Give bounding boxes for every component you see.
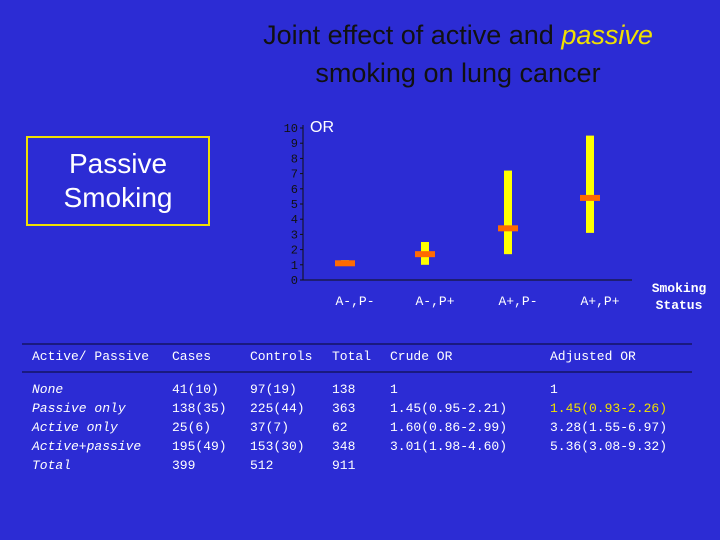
table-cell: 1 — [550, 382, 558, 397]
table-cell: 1.45(0.95-2.21) — [390, 401, 508, 416]
table-cell: None — [32, 382, 64, 397]
x-tick-label: A-,P+ — [415, 294, 454, 309]
side-label: Passive Smoking — [26, 136, 210, 226]
table-cell: Total — [332, 349, 372, 364]
table-cell: 225(44) — [250, 401, 305, 416]
x-tick-label: A-,P- — [335, 294, 374, 309]
y-tick-label: 7 — [291, 168, 298, 182]
table-cell: Passive only — [32, 401, 126, 416]
table-cell: 41(10) — [172, 382, 219, 397]
table-cell: 62 — [332, 420, 348, 435]
table-cell: 911 — [332, 458, 356, 473]
table-cell: 138(35) — [172, 401, 227, 416]
table-cell: Active+passive — [32, 439, 142, 454]
y-tick-label: 9 — [291, 137, 298, 151]
table-cell: Active/ Passive — [32, 349, 150, 364]
table-cell: 195(49) — [172, 439, 227, 454]
table-cell: 1.45(0.93-2.26) — [550, 401, 668, 416]
y-tick-label: 6 — [291, 183, 298, 197]
y-tick-label: 3 — [291, 228, 298, 242]
table-cell: 1.60(0.86-2.99) — [390, 420, 508, 435]
x-tick-label: A+,P- — [498, 294, 537, 309]
table-cell: 5.36(3.08-9.32) — [550, 439, 668, 454]
or-point — [580, 194, 600, 201]
y-tick-label: 10 — [284, 122, 298, 136]
y-axis-label: OR — [310, 119, 334, 136]
table-cell: Controls — [250, 349, 313, 364]
table-cell: 25(6) — [172, 420, 212, 435]
chart-title: Joint effect of active and passive — [263, 20, 653, 50]
table-cell: Adjusted OR — [550, 349, 636, 364]
y-tick-label: 4 — [291, 213, 298, 227]
title-part: Joint effect of active and — [263, 20, 561, 50]
or-point — [498, 225, 518, 232]
table-cell: 3.01(1.98-4.60) — [390, 439, 508, 454]
chart-title-2: smoking on lung cancer — [315, 58, 600, 88]
or-point — [335, 260, 355, 267]
y-tick-label: 2 — [291, 244, 298, 258]
table-cell: 348 — [332, 439, 356, 454]
table-cell: Cases — [172, 349, 212, 364]
y-tick-label: 8 — [291, 152, 298, 166]
table-cell: 153(30) — [250, 439, 305, 454]
table-cell: Crude OR — [390, 349, 453, 364]
table-cell: Total — [32, 458, 72, 473]
table-cell: 399 — [172, 458, 196, 473]
ci-bar — [504, 170, 512, 255]
table-cell: 1 — [390, 382, 398, 397]
y-tick-label: 1 — [291, 259, 298, 273]
y-tick-label: 5 — [291, 198, 298, 212]
y-tick-label: 0 — [291, 274, 298, 288]
ci-bar — [586, 135, 594, 233]
table-cell: 363 — [332, 401, 356, 416]
x-axis-label: Smoking Status — [651, 281, 707, 313]
table-rule — [22, 343, 692, 345]
table-cell: 138 — [332, 382, 356, 397]
table-cell: Active only — [32, 420, 118, 435]
or-point — [415, 251, 435, 258]
x-tick-label: A+,P+ — [580, 294, 619, 309]
table-cell: 512 — [250, 458, 274, 473]
table-cell: 37(7) — [250, 420, 290, 435]
table-rule — [22, 371, 692, 373]
table-cell: 97(19) — [250, 382, 297, 397]
table-cell: 3.28(1.55-6.97) — [550, 420, 668, 435]
title-part: passive — [560, 20, 653, 50]
